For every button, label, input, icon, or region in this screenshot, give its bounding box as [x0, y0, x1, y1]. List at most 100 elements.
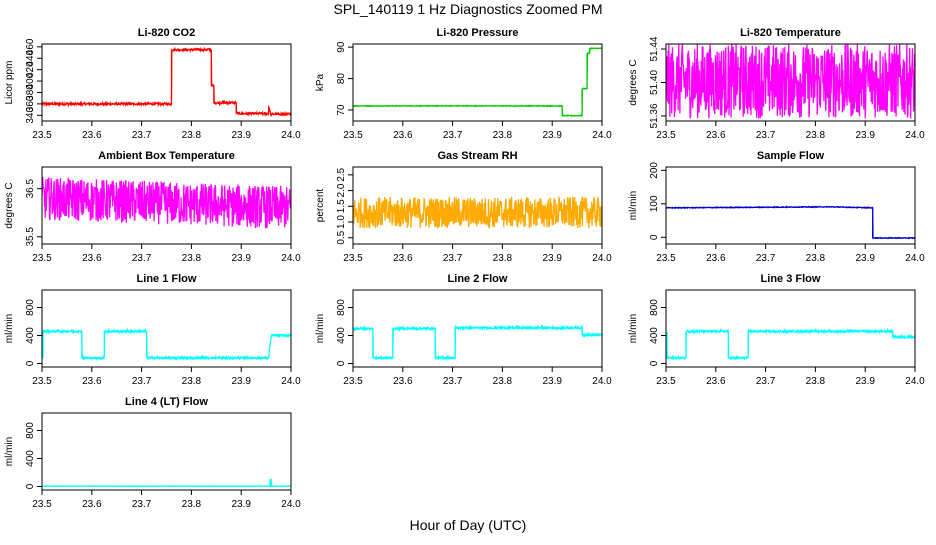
chart-5-y-label: percent	[315, 189, 326, 223]
chart-7-x-tick-label: 23.9	[231, 376, 251, 387]
chart-4-x-tick-label: 23.9	[231, 253, 251, 264]
chart-5: Gas Stream RH 23.5 23.6 23.7 23.8 23.9 24.0 0.5…	[315, 150, 612, 264]
chart-3-x-tick-label: 23.6	[706, 130, 726, 141]
chart-7-y-tick-label: 0	[25, 360, 36, 366]
chart-8-x-tick-label: 23.7	[443, 376, 463, 387]
chart-8-y-tick-label: 0	[336, 360, 347, 366]
chart-10-y-tick-label: 0	[25, 483, 36, 489]
figure-x-label: Hour of Day (UTC)	[409, 517, 527, 533]
chart-3-x-tick-label: 23.9	[855, 130, 875, 141]
chart-9-x-tick-label: 23.7	[756, 376, 776, 387]
chart-6-series-line	[666, 205, 915, 240]
chart-2-frame	[352, 43, 603, 122]
chart-7: Line 1 Flow 23.5 23.6 23.7 23.8 23.9 24.0 0 400 8…	[4, 273, 301, 387]
chart-2-y-label: kPa	[315, 73, 326, 91]
chart-4-x-tick-label: 23.6	[82, 253, 102, 264]
chart-1-x-tick-label: 23.9	[231, 130, 251, 141]
chart-6-x-tick-label: 23.7	[756, 253, 776, 264]
chart-4-x-tick-label: 23.5	[32, 253, 52, 264]
chart-10-x-tick-label: 23.9	[231, 499, 251, 510]
chart-3-x-tick-label: 23.7	[756, 130, 776, 141]
chart-5-x-tick-label: 23.7	[443, 253, 463, 264]
chart-5-x-tick-label: 23.8	[493, 253, 513, 264]
chart-8-x-tick-label: 23.6	[393, 376, 413, 387]
chart-6-x-tick-label: 24.0	[905, 253, 925, 264]
chart-10-x-tick-label: 23.8	[182, 499, 202, 510]
chart-9-x-tick-label: 23.9	[855, 376, 875, 387]
chart-1-x-tick-label: 23.8	[182, 130, 202, 141]
chart-10: Line 4 (LT) Flow 23.5 23.6 23.7 23.8 23.9 24.0…	[4, 396, 301, 510]
chart-6-y-tick-label: 100	[649, 195, 660, 212]
chart-8: Line 2 Flow 23.5 23.6 23.7 23.8 23.9 24.0 0 400 8…	[315, 273, 612, 387]
chart-7-x-tick-label: 23.8	[182, 376, 202, 387]
chart-3-y-tick-label: 51.40	[649, 70, 660, 95]
chart-9-x-tick-label: 24.0	[905, 376, 925, 387]
chart-6-x-tick-label: 23.9	[855, 253, 875, 264]
chart-1-x-tick-label: 23.6	[82, 130, 102, 141]
chart-1-y-tick-label: 440	[25, 49, 36, 66]
chart-7-y-label: ml/min	[4, 314, 15, 343]
chart-6-x-tick-label: 23.8	[806, 253, 826, 264]
chart-3-y-label: degrees C	[628, 59, 639, 105]
chart-10-y-tick-label: 400	[25, 450, 36, 467]
chart-9-y-label: ml/min	[628, 314, 639, 343]
chart-8-y-tick-label: 400	[336, 327, 347, 344]
figure-title: SPL_140119 1 Hz Diagnostics Zoomed PM	[333, 1, 603, 17]
chart-1-frame	[41, 43, 292, 122]
chart-2-x-tick-label: 23.8	[493, 130, 513, 141]
chart-3: Li-820 Temperature 23.5 23.6 23.7 23.8 23.9 24…	[628, 27, 925, 141]
chart-1-y-label: Licor ppm	[4, 61, 15, 105]
chart-2-series-line	[353, 47, 602, 117]
chart-8-y-tick-label: 800	[336, 299, 347, 316]
chart-3-x-tick-label: 23.5	[656, 130, 676, 141]
chart-2-x-tick-label: 23.9	[542, 130, 562, 141]
chart-3-x-tick-label: 24.0	[905, 130, 925, 141]
chart-7-frame	[41, 289, 292, 368]
chart-6-y-label: ml/min	[628, 191, 639, 220]
chart-5-y-tick-label: 2.5	[336, 167, 347, 181]
chart-6-frame	[665, 166, 916, 245]
chart-4-title: Ambient Box Temperature	[98, 150, 235, 162]
chart-9-x-tick-label: 23.6	[706, 376, 726, 387]
chart-7-title: Line 1 Flow	[137, 273, 197, 285]
chart-2-y-tick-label: 70	[336, 104, 347, 116]
chart-3-title: Li-820 Temperature	[740, 27, 841, 39]
chart-2: Li-820 Pressure 23.5 23.6 23.7 23.8 23.9 24.0 7…	[315, 27, 612, 141]
chart-3-x-tick-label: 23.8	[806, 130, 826, 141]
chart-10-x-tick-label: 23.6	[82, 499, 102, 510]
chart-2-x-tick-label: 23.5	[343, 130, 363, 141]
chart-7-y-tick-label: 400	[25, 327, 36, 344]
chart-2-y-tick-label: 90	[336, 41, 347, 53]
chart-1: Li-820 CO2 23.5 23.6 23.7 23.8 23.9 24.0 340360…	[4, 27, 301, 141]
chart-1-y-tick-label: 400	[25, 72, 36, 89]
chart-10-title: Line 4 (LT) Flow	[125, 396, 208, 408]
chart-5-frame	[352, 166, 603, 245]
chart-1-y-tick-label: 360	[25, 95, 36, 112]
chart-9: Line 3 Flow 23.5 23.6 23.7 23.8 23.9 24.0 0 400 8…	[628, 273, 925, 387]
chart-5-x-tick-label: 23.6	[393, 253, 413, 264]
chart-10-x-tick-label: 23.7	[132, 499, 152, 510]
chart-4-y-tick-label: 35.5	[25, 227, 36, 247]
chart-2-x-tick-label: 23.6	[393, 130, 413, 141]
chart-7-x-tick-label: 23.5	[32, 376, 52, 387]
chart-5-y-tick-label: 0.5	[336, 230, 347, 244]
chart-9-y-tick-label: 0	[649, 360, 660, 366]
chart-5-series-line	[353, 195, 602, 229]
chart-1-y-tick-label: 420	[25, 61, 36, 78]
chart-4-x-tick-label: 23.8	[182, 253, 202, 264]
chart-4-frame	[41, 166, 292, 245]
chart-8-title: Line 2 Flow	[448, 273, 508, 285]
chart-6-y-tick-label: 0	[649, 234, 660, 240]
chart-10-frame	[41, 412, 292, 491]
chart-10-x-tick-label: 23.5	[32, 499, 52, 510]
chart-1-y-tick-label: 460	[25, 38, 36, 55]
chart-9-x-tick-label: 23.5	[656, 376, 676, 387]
chart-5-x-tick-label: 23.9	[542, 253, 562, 264]
chart-4-y-tick-label: 36.5	[25, 178, 36, 198]
chart-4-series-line	[42, 176, 291, 229]
chart-1-y-tick-label: 380	[25, 84, 36, 101]
chart-7-x-tick-label: 23.6	[82, 376, 102, 387]
chart-8-frame	[352, 289, 603, 368]
